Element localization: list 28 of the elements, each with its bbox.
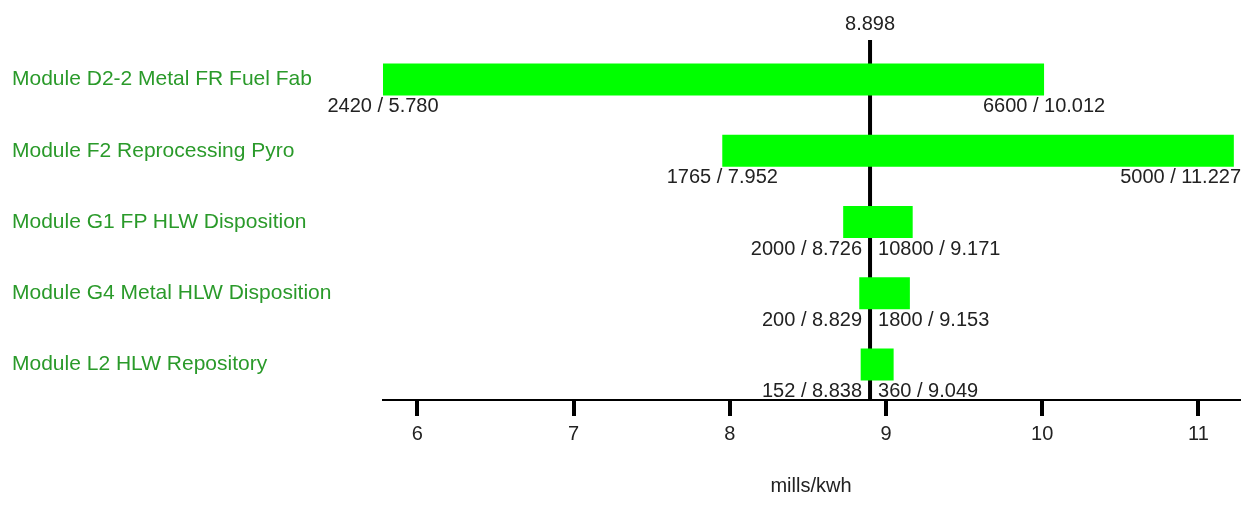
x-axis-title: mills/kwh xyxy=(770,473,852,496)
annotation: 1765 / 7.952 xyxy=(666,165,778,188)
x-tick-label: 7 xyxy=(568,421,580,444)
x-tick-label: 11 xyxy=(1188,421,1209,444)
annotation: 5000 / 11.227 xyxy=(1120,165,1242,188)
y-tick-label: Module L2 HLW Repository xyxy=(12,351,268,375)
annotation: 2000 / 8.726 xyxy=(750,236,863,259)
x-tick-label: 8 xyxy=(724,421,736,444)
annotation: 360 / 9.049 xyxy=(878,378,979,401)
bar xyxy=(383,63,1045,96)
y-tick-label: Module G4 Metal HLW Disposition xyxy=(12,280,332,303)
bar xyxy=(843,205,913,239)
annotation: 10800 / 9.171 xyxy=(878,236,1001,259)
y-tick-label: Module F2 Reprocessing Pyro xyxy=(12,137,295,161)
x-tick-label: 6 xyxy=(411,421,423,444)
bar xyxy=(860,348,894,381)
annotation: 6600 / 10.012 xyxy=(982,94,1106,117)
y-tick-label: Module G1 FP HLW Disposition xyxy=(12,208,307,232)
x-tick-label: 10 xyxy=(1031,421,1054,444)
y-tick-label: Module D2-2 Metal FR Fuel Fab xyxy=(12,66,312,90)
annotation: 2420 / 5.780 xyxy=(327,94,439,117)
annotation: 200 / 8.829 xyxy=(761,307,863,330)
x-tick-label: 9 xyxy=(880,421,892,444)
ref-line-label: 8.898 xyxy=(845,11,896,34)
bar xyxy=(859,277,910,310)
annotation: 1800 / 9.153 xyxy=(878,307,990,330)
bar xyxy=(722,134,1234,167)
annotation: 152 / 8.838 xyxy=(761,378,863,401)
